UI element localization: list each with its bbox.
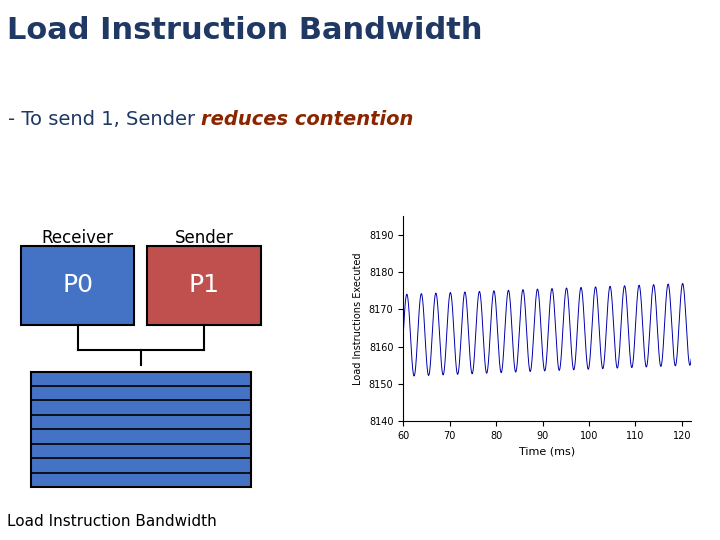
Text: Load Instruction Bandwidth: Load Instruction Bandwidth: [7, 514, 217, 529]
Text: reduces contention: reduces contention: [202, 110, 414, 129]
Text: P0: P0: [62, 273, 93, 298]
Text: P1: P1: [189, 273, 220, 298]
Text: - To send 1, Sender: - To send 1, Sender: [8, 110, 202, 129]
Y-axis label: Load Instructions Executed: Load Instructions Executed: [354, 252, 364, 385]
FancyBboxPatch shape: [21, 246, 135, 325]
FancyBboxPatch shape: [148, 246, 261, 325]
Text: Receiver: Receiver: [42, 230, 114, 247]
Text: Load Instruction Bandwidth: Load Instruction Bandwidth: [7, 16, 482, 45]
X-axis label: Time (ms): Time (ms): [519, 447, 575, 456]
Text: Sender: Sender: [174, 230, 233, 247]
FancyBboxPatch shape: [30, 372, 251, 488]
